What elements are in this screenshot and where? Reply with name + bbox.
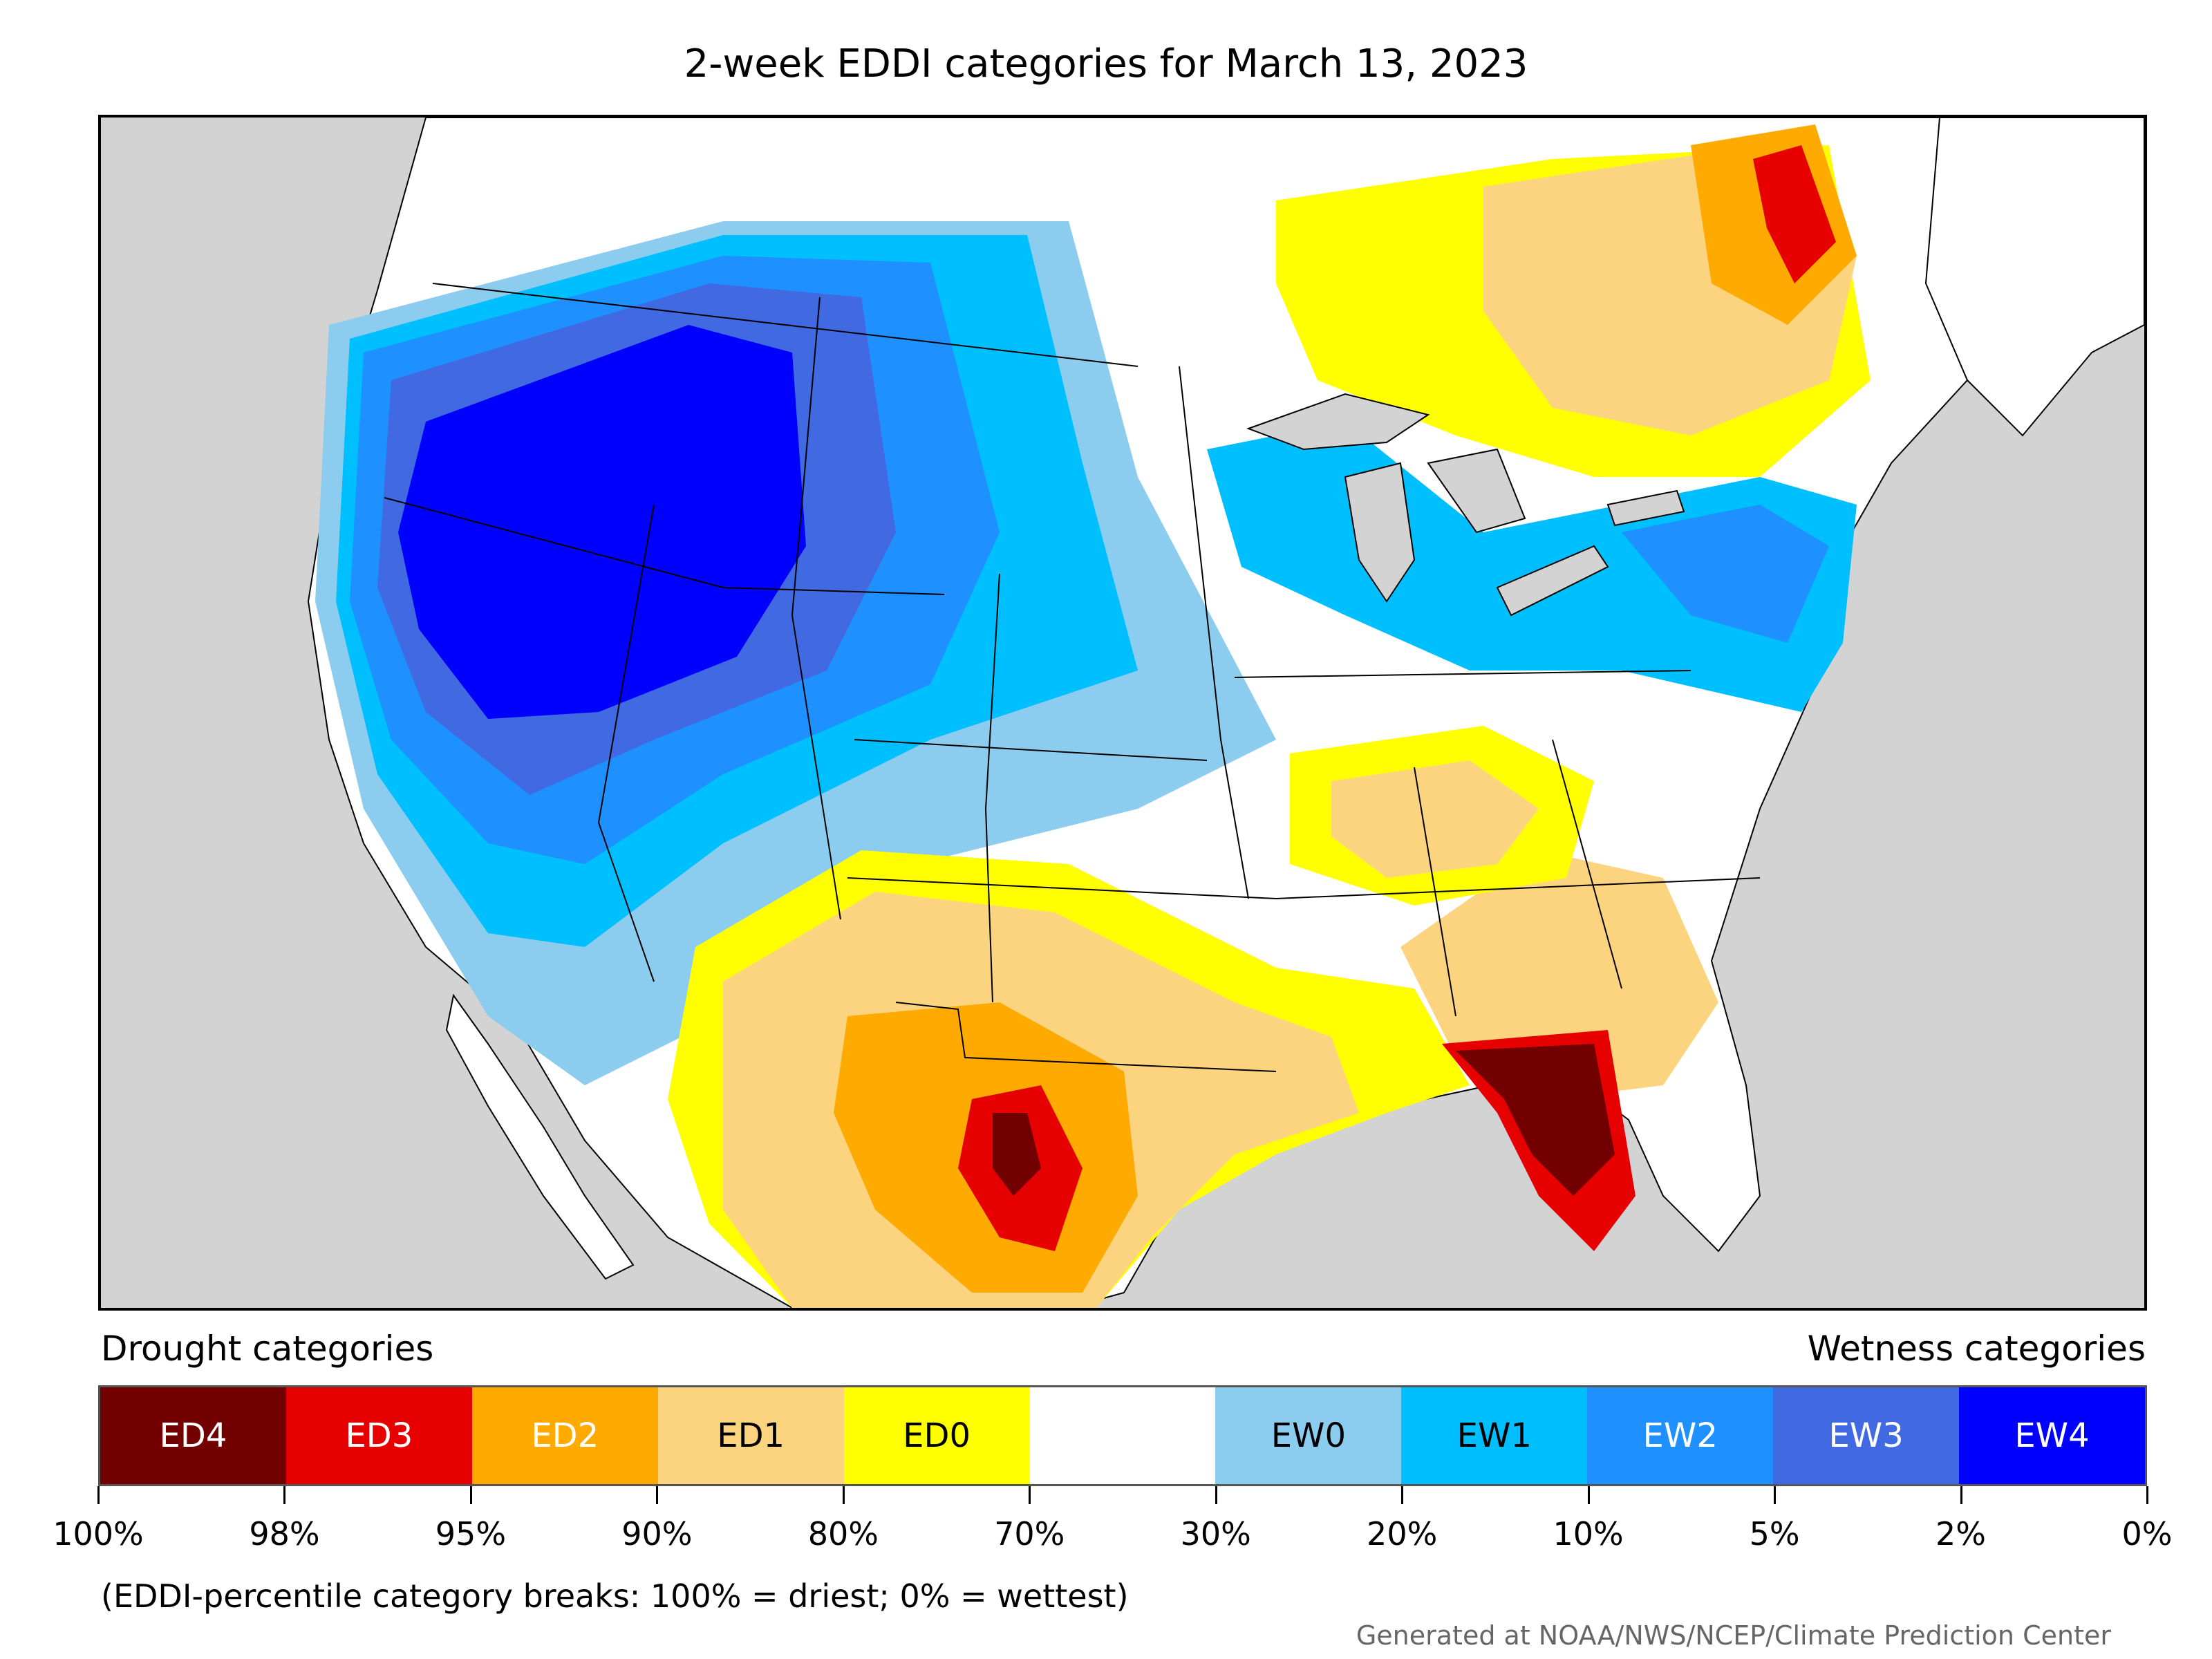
colorbar-segment-ew0: EW0 <box>1215 1387 1402 1484</box>
wetness-categories-heading: Wetness categories <box>1807 1329 2146 1369</box>
colorbar-tick-label: 10% <box>1553 1515 1624 1553</box>
ed4-region-florida <box>1456 1044 1615 1196</box>
colorbar-segment-ed2: ED2 <box>471 1387 658 1484</box>
colorbar-tick-label: 20% <box>1367 1515 1438 1553</box>
colorbar-tick <box>2146 1486 2148 1504</box>
colorbar-tick-label: 5% <box>1749 1515 1800 1553</box>
state-boundaries <box>384 283 1761 1072</box>
colorbar-tick <box>1587 1486 1590 1504</box>
colorbar-tick <box>283 1486 286 1504</box>
colorbar-tick <box>656 1486 659 1504</box>
colorbar-segment-ed4: ED4 <box>100 1387 286 1484</box>
ew4-region-west <box>398 325 806 719</box>
colorbar-segment-ew2: EW2 <box>1587 1387 1774 1484</box>
drought-categories-heading: Drought categories <box>101 1329 434 1369</box>
colorbar-tick <box>1960 1486 1962 1504</box>
colorbar-tick-label: 80% <box>807 1515 879 1553</box>
category-colorbar: ED4 ED3 ED2 ED1 ED0 EW0 EW1 EW2 EW3 EW4 <box>98 1385 2147 1486</box>
colorbar-tick-label: 100% <box>53 1515 144 1553</box>
credit-line: Generated at NOAA/NWS/NCEP/Climate Predi… <box>1356 1620 2111 1651</box>
colorbar-segment-neutral <box>1029 1387 1216 1484</box>
ed1-region-southeast <box>1400 850 1718 1099</box>
colorbar-segment-ew1: EW1 <box>1401 1387 1588 1484</box>
colorbar-tick <box>1215 1486 1217 1504</box>
colorbar-tick-label: 30% <box>1180 1515 1251 1553</box>
colorbar-tick-label: 0% <box>2121 1515 2173 1553</box>
ed3-region-quebec <box>1753 145 1836 283</box>
colorbar-tick <box>1774 1486 1777 1504</box>
ew2-region-northeast <box>1622 505 1829 643</box>
colorbar-ticks <box>97 1486 2148 1507</box>
colorbar-tick <box>97 1486 100 1504</box>
eddi-map <box>98 115 2147 1311</box>
colorbar-tick-label: 98% <box>249 1515 320 1553</box>
colorbar-segment-ed3: ED3 <box>285 1387 472 1484</box>
colorbar-tick-label: 70% <box>994 1515 1065 1553</box>
category-breaks-note: (EDDI-percentile category breaks: 100% =… <box>101 1577 1129 1615</box>
ed1-region-ohio-valley <box>1331 760 1539 878</box>
great-lakes <box>1246 393 1685 617</box>
colorbar-segment-ew3: EW3 <box>1773 1387 1960 1484</box>
colorbar-tick-label: 2% <box>1936 1515 1987 1553</box>
colorbar-tick <box>842 1486 845 1504</box>
colorbar-segment-ed0: ED0 <box>843 1387 1030 1484</box>
colorbar-tick <box>1029 1486 1031 1504</box>
baja-land <box>445 993 635 1280</box>
map-title: 2-week EDDI categories for March 13, 202… <box>684 41 1528 86</box>
colorbar-segment-ew4: EW4 <box>1959 1387 2145 1484</box>
colorbar-tick <box>469 1486 472 1504</box>
colorbar-segment-ed1: ED1 <box>657 1387 844 1484</box>
canada-east-land <box>1924 118 2144 437</box>
colorbar-tick-label: 90% <box>621 1515 693 1553</box>
colorbar-tick-label: 95% <box>435 1515 507 1553</box>
colorbar-tick <box>1401 1486 1404 1504</box>
ed4-region-texas <box>993 1113 1041 1196</box>
